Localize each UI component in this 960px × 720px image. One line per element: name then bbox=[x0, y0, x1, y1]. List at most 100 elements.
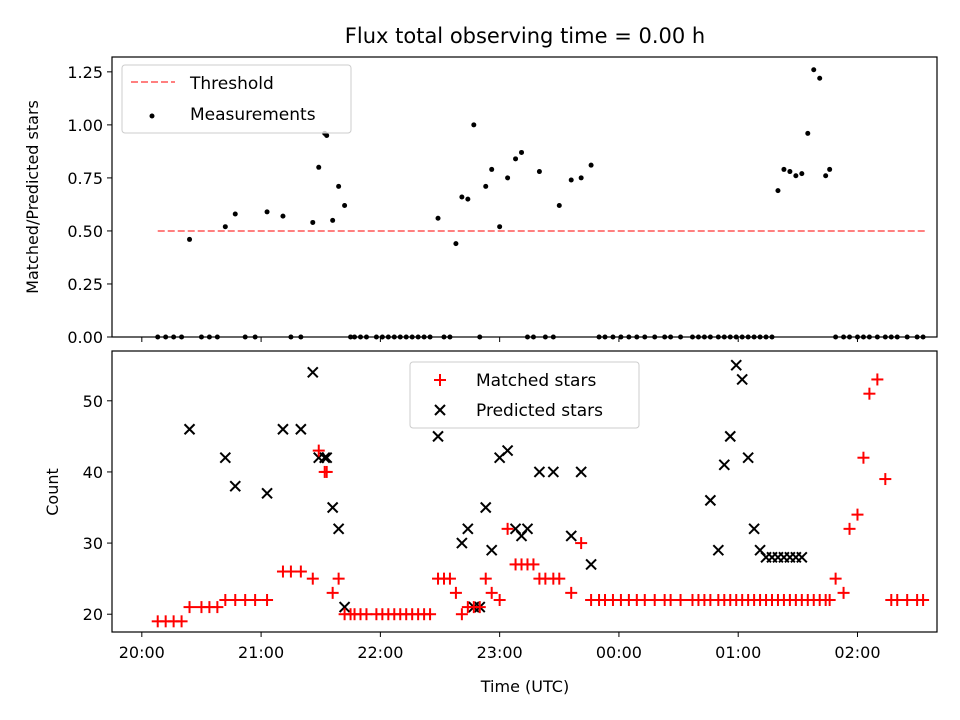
measurement-point bbox=[505, 175, 511, 181]
matched-point bbox=[565, 586, 578, 599]
legend-predicted-label: Predicted stars bbox=[476, 401, 603, 421]
measurement-point bbox=[799, 171, 805, 177]
predicted-point bbox=[718, 459, 730, 471]
matched-point bbox=[326, 586, 339, 599]
predicted-point bbox=[712, 544, 725, 556]
legend-measurements-label: Measurements bbox=[190, 105, 316, 125]
bottom-x-tick-label: 22:00 bbox=[357, 643, 403, 662]
measurement-point bbox=[232, 211, 238, 217]
measurement-point bbox=[513, 156, 519, 162]
bottom-axes-frame bbox=[111, 350, 938, 633]
predicted-point bbox=[704, 494, 717, 507]
measurement-point bbox=[489, 166, 495, 172]
matched-point bbox=[829, 572, 842, 585]
matched-point bbox=[320, 465, 333, 478]
measurement-point bbox=[187, 236, 193, 242]
matched-point bbox=[857, 451, 870, 464]
legend-matched-swatch bbox=[434, 374, 446, 386]
measurement-point bbox=[578, 175, 584, 181]
matched-point bbox=[455, 608, 468, 621]
matched-point bbox=[674, 593, 687, 606]
measurement-point bbox=[435, 215, 441, 221]
matched-point bbox=[843, 522, 856, 535]
measurement-point bbox=[465, 196, 471, 202]
predicted-point bbox=[585, 558, 597, 571]
predicted-point bbox=[219, 452, 232, 464]
measurement-point bbox=[588, 162, 594, 168]
top-y-tick-label: 1.25 bbox=[67, 63, 103, 82]
measurement-point bbox=[310, 219, 316, 225]
measurement-point bbox=[536, 169, 542, 175]
measurement-point bbox=[823, 173, 829, 179]
top-y-tick-label: 0.50 bbox=[67, 222, 103, 241]
legend-measurements-swatch bbox=[149, 113, 155, 119]
matched-point bbox=[879, 473, 892, 486]
legend-threshold-label: Threshold bbox=[189, 74, 274, 94]
measurement-point bbox=[316, 164, 322, 170]
measurement-point bbox=[264, 209, 270, 215]
matched-point bbox=[871, 373, 884, 386]
bottom-legend-box bbox=[409, 361, 640, 429]
measurement-point bbox=[280, 213, 286, 219]
predicted-point bbox=[277, 423, 289, 435]
predicted-point bbox=[547, 466, 560, 478]
measurement-point bbox=[519, 149, 525, 155]
bottom-x-tick-label: 02:00 bbox=[834, 643, 880, 662]
measurement-point bbox=[483, 183, 489, 189]
predicted-point bbox=[456, 537, 468, 549]
matched-point bbox=[424, 608, 437, 621]
bottom-y-tick-label: 50 bbox=[83, 392, 103, 411]
measurement-point bbox=[222, 224, 228, 230]
matched-point bbox=[479, 572, 492, 585]
legend-matched-label: Matched stars bbox=[476, 371, 596, 391]
top-y-tick-label: 1.00 bbox=[67, 116, 103, 135]
measurement-point bbox=[827, 166, 833, 172]
matched-point bbox=[575, 537, 588, 550]
matched-point bbox=[553, 572, 566, 585]
top-y-tick-label: 0.75 bbox=[67, 169, 103, 188]
measurement-point bbox=[471, 122, 477, 128]
matched-point bbox=[306, 572, 319, 585]
matched-point bbox=[473, 601, 486, 614]
predicted-point bbox=[748, 523, 760, 535]
bottom-y-tick-label: 30 bbox=[83, 534, 103, 553]
measurement-point bbox=[568, 177, 574, 183]
matched-point bbox=[183, 601, 196, 614]
predicted-point bbox=[575, 466, 587, 478]
matched-point bbox=[312, 444, 325, 457]
matched-point bbox=[175, 615, 188, 628]
predicted-point bbox=[319, 452, 331, 464]
legend-predicted-swatch bbox=[434, 404, 446, 416]
predicted-point bbox=[183, 423, 196, 435]
top-chart-title: Flux total observing time = 0.00 h bbox=[345, 24, 705, 48]
measurement-point bbox=[811, 67, 817, 73]
top-y-axis-label: Matched/Predicted stars bbox=[23, 100, 42, 294]
bottom-y-axis-label: Count bbox=[43, 468, 62, 516]
measurement-point bbox=[805, 130, 811, 136]
matched-point bbox=[211, 601, 224, 614]
bottom-x-tick-label: 21:00 bbox=[238, 643, 284, 662]
matched-point bbox=[823, 593, 836, 606]
measurement-point bbox=[459, 194, 465, 200]
measurement-point bbox=[781, 166, 787, 172]
bottom-x-tick-label: 23:00 bbox=[477, 643, 523, 662]
bottom-x-axis-label: Time (UTC) bbox=[480, 677, 569, 696]
predicted-point bbox=[480, 501, 492, 514]
bottom-y-tick-label: 40 bbox=[83, 463, 103, 482]
matched-point bbox=[249, 593, 262, 606]
predicted-point bbox=[533, 466, 546, 478]
matched-point bbox=[851, 508, 864, 521]
measurement-point bbox=[497, 224, 503, 230]
top-axes-frame bbox=[111, 56, 938, 338]
top-plot-area: 0.00 0.25 0.50 0.75 1.00 1.25 bbox=[67, 63, 928, 347]
predicted-point bbox=[724, 430, 736, 443]
measurement-point bbox=[787, 169, 793, 175]
predicted-point bbox=[432, 430, 444, 443]
matched-point bbox=[443, 572, 456, 585]
matched-point bbox=[294, 565, 307, 578]
matched-point bbox=[332, 572, 345, 585]
predicted-point bbox=[565, 530, 577, 542]
matched-point bbox=[527, 558, 540, 571]
measurement-point bbox=[775, 188, 781, 194]
